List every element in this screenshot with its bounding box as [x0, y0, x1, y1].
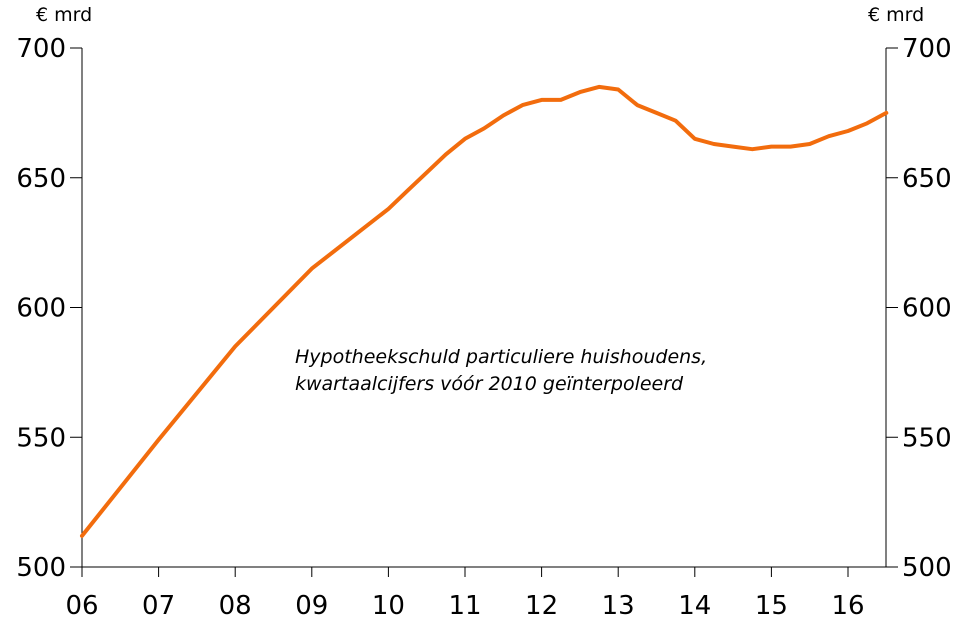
left-unit-label: € mrd [36, 4, 92, 26]
x-axis: 06 07 08 09 10 11 12 13 14 15 16 [65, 567, 865, 621]
x-tick-label: 12 [525, 591, 558, 621]
series-layer [80, 84, 889, 538]
annotation-line-1: Hypotheekschuld particuliere huishoudens… [295, 346, 707, 368]
x-tick-label: 14 [678, 591, 711, 621]
x-tick-label: 16 [831, 591, 864, 621]
series-line [80, 84, 889, 538]
right-y-axis: 500 550 600 650 700 [886, 34, 952, 583]
x-tick-label: 09 [295, 591, 328, 621]
right-y-tick-label: 500 [902, 553, 952, 583]
annotation-text: Hypotheekschuld particuliere huishoudens… [295, 346, 713, 395]
right-y-tick-label: 600 [902, 294, 952, 324]
x-tick-label: 07 [142, 591, 175, 621]
x-tick-label: 13 [602, 591, 635, 621]
left-y-tick-label: 700 [16, 34, 66, 64]
x-tick-label: 08 [219, 591, 252, 621]
right-unit-label: € mrd [868, 4, 924, 26]
x-tick-label: 06 [65, 591, 98, 621]
x-tick-label: 10 [372, 591, 405, 621]
left-y-tick-label: 650 [16, 164, 66, 194]
left-y-tick-label: 500 [16, 553, 66, 583]
right-y-tick-label: 550 [902, 423, 952, 453]
left-y-axis: 500 550 600 650 700 [16, 34, 82, 583]
left-y-tick-label: 600 [16, 294, 66, 324]
x-tick-label: 15 [755, 591, 788, 621]
annotation-line-2: kwartaalcijfers vóór 2010 geïnterpoleerd [295, 373, 684, 395]
right-y-tick-label: 650 [902, 164, 952, 194]
x-tick-label: 11 [448, 591, 481, 621]
right-y-tick-label: 700 [902, 34, 952, 64]
left-y-tick-label: 550 [16, 423, 66, 453]
